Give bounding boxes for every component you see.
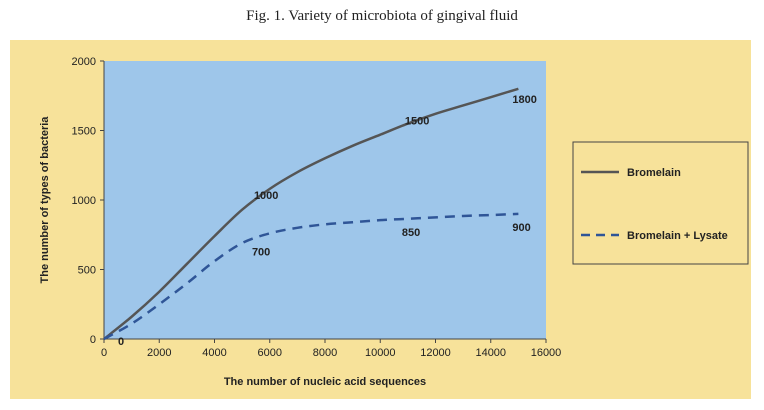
data-label: 0 xyxy=(118,336,124,348)
plot-area xyxy=(104,61,546,339)
x-tick-label: 4000 xyxy=(202,347,226,359)
x-tick-label: 2000 xyxy=(147,347,171,359)
x-tick-label: 14000 xyxy=(475,347,506,359)
series-lines xyxy=(103,87,519,341)
legend-box xyxy=(572,141,749,265)
y-tick-label: 2000 xyxy=(72,56,96,68)
y-tick-label: 1000 xyxy=(72,195,96,207)
legend-label-bromelain-lysate: Bromelain + Lysate xyxy=(627,230,728,242)
series-line-bromelain xyxy=(103,87,519,340)
figure-title: Fig. 1. Variety of microbiota of gingiva… xyxy=(246,8,518,24)
legend-label-bromelain: Bromelain xyxy=(627,167,681,179)
data-labels: 0 1000 1500 1800 700 850 900 xyxy=(118,94,537,348)
y-axis-title: The number of types of bacteria xyxy=(39,116,51,284)
y-tick-label: 500 xyxy=(78,265,96,277)
data-label: 900 xyxy=(512,222,530,234)
data-label: 1000 xyxy=(254,190,278,202)
x-tick-label: 10000 xyxy=(365,347,396,359)
data-label: 700 xyxy=(252,247,270,259)
x-tick-label: 16000 xyxy=(531,347,562,359)
legend: Bromelain Bromelain + Lysate xyxy=(572,141,749,265)
x-tick-label: 8000 xyxy=(313,347,337,359)
y-tick-label: 0 xyxy=(90,334,96,346)
x-tick-label: 0 xyxy=(101,347,107,359)
series-line-bromelain-lysate xyxy=(103,212,519,341)
y-tick-label: 1500 xyxy=(72,126,96,138)
x-tick-label: 12000 xyxy=(420,347,451,359)
axes: 0 2000 4000 6000 8000 10000 12000 14000 16000050… xyxy=(72,56,562,359)
x-axis-title: The number of nucleic acid sequences xyxy=(224,376,426,388)
data-label: 1500 xyxy=(405,116,429,128)
chart-area: 0 2000 4000 6000 8000 10000 12000 14000 16000 0 50… xyxy=(10,40,751,399)
line-chart: 0 2000 4000 6000 8000 10000 12000 14000 16000050… xyxy=(39,56,749,388)
data-label: 850 xyxy=(402,227,420,239)
x-tick-label: 6000 xyxy=(258,347,282,359)
data-label: 1800 xyxy=(512,94,536,106)
